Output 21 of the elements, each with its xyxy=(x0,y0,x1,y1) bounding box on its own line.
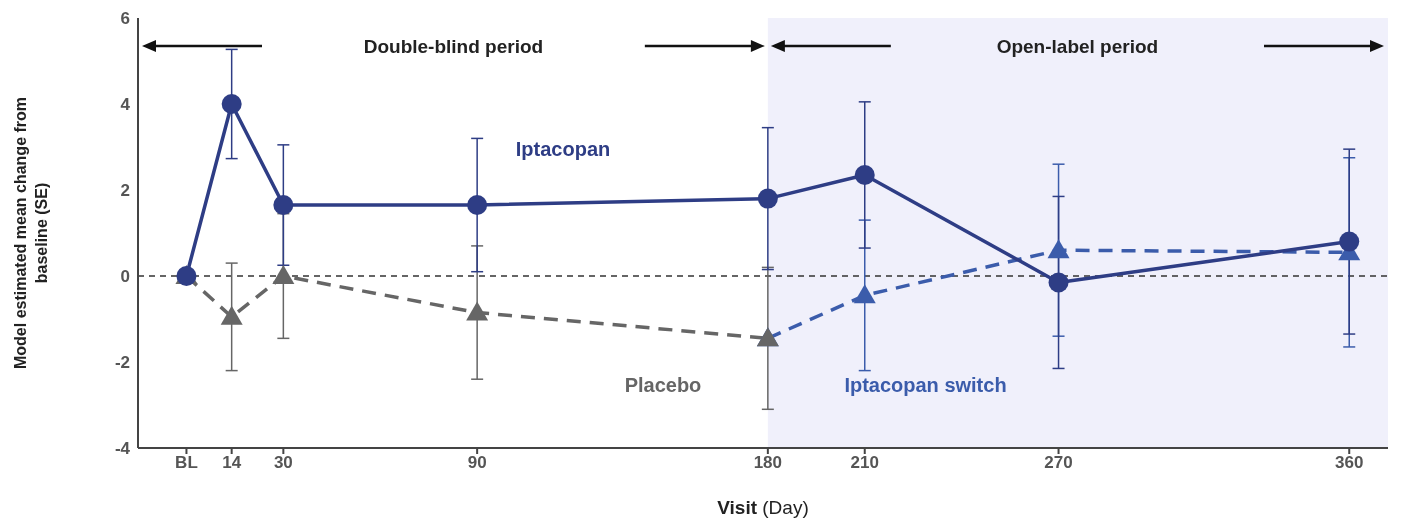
x-tick-label: 360 xyxy=(1335,453,1364,473)
annotation: Open-label period xyxy=(996,36,1159,57)
x-tick-label: 270 xyxy=(1044,453,1073,473)
y-tick-label: 6 xyxy=(120,9,130,29)
text: Placebo xyxy=(624,374,702,397)
x-tick-label: BL xyxy=(175,453,198,473)
text: Iptacopan xyxy=(515,137,611,160)
text: Iptacopan switch xyxy=(844,374,1007,397)
y-tick-label: 2 xyxy=(120,181,130,201)
y-tick-label: 0 xyxy=(120,267,130,287)
y-tick-label: -2 xyxy=(114,353,130,373)
x-tick-label: 180 xyxy=(753,453,783,473)
x-axis-title: Visit (Day) xyxy=(717,497,809,518)
y-axis-title: Model estimated mean change from baseline (SE) xyxy=(12,96,50,370)
x-tick-label: 30 xyxy=(273,453,293,473)
y-tick-label: 4 xyxy=(120,95,131,115)
x-tick-label: 14 xyxy=(222,453,242,473)
annotation: Double-blind period xyxy=(363,36,544,57)
x-tick-label: 210 xyxy=(850,453,879,473)
y-tick-label: -4 xyxy=(114,439,131,459)
x-tick-label: 90 xyxy=(467,453,487,473)
